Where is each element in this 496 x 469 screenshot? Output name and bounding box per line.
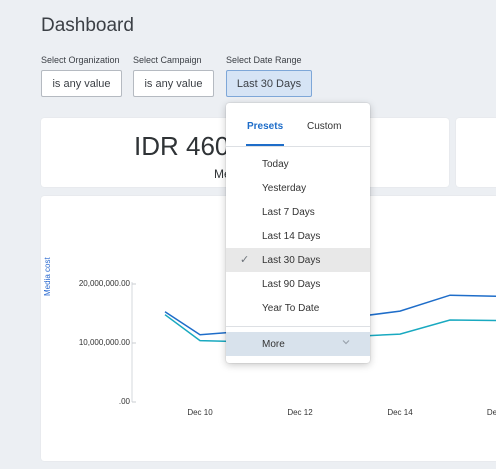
preset-last-7-days[interactable]: Last 7 Days: [262, 206, 315, 218]
x-tick-label: De: [486, 408, 496, 417]
preset-yesterday[interactable]: Yesterday: [262, 182, 307, 194]
more-presets-button[interactable]: More: [226, 332, 370, 356]
kpi-value: IDR 460,: [134, 131, 237, 161]
tab-custom[interactable]: Custom: [307, 121, 342, 132]
tab-presets[interactable]: Presets: [247, 121, 284, 132]
kpi-card-secondary: [456, 118, 496, 187]
preset-last-14-days[interactable]: Last 14 Days: [262, 230, 321, 242]
preset-today[interactable]: Today: [262, 158, 289, 170]
x-tick-label: Dec 12: [287, 408, 313, 417]
filter-label-campaign: Select Campaign: [133, 55, 202, 65]
y-tick-label: 20,000,000.00: [78, 279, 130, 288]
preset-year-to-date[interactable]: Year To Date: [262, 302, 320, 314]
date-range-tabs: Presets Custom: [226, 103, 370, 147]
preset-label: Last 30 Days: [262, 254, 321, 266]
filter-label-date-range: Select Date Range: [226, 55, 302, 65]
page-title: Dashboard: [41, 15, 134, 36]
preset-last-30-days[interactable]: ✓ Last 30 Days: [226, 248, 370, 272]
active-tab-indicator: [246, 144, 284, 146]
y-tick-label: 10,000,000.00: [78, 338, 130, 347]
more-label: More: [262, 338, 285, 350]
chevron-down-icon: [342, 340, 350, 345]
y-tick-label: .00: [118, 397, 130, 406]
date-range-dropdown: Presets Custom Today Yesterday Last 7 Da…: [226, 103, 370, 363]
filter-organization: Select Organization: [41, 55, 120, 65]
campaign-select-button[interactable]: is any value: [133, 70, 214, 97]
menu-divider: [226, 326, 370, 327]
filter-label-organization: Select Organization: [41, 55, 120, 65]
x-tick-label: Dec 14: [387, 408, 413, 417]
x-tick-label: Dec 10: [187, 408, 213, 417]
filter-campaign: Select Campaign: [133, 55, 202, 65]
preset-last-90-days[interactable]: Last 90 Days: [262, 278, 321, 290]
filter-date-range: Select Date Range: [226, 55, 302, 65]
date-range-select-button[interactable]: Last 30 Days: [226, 70, 312, 97]
organization-select-button[interactable]: is any value: [41, 70, 122, 97]
checkmark-icon: ✓: [240, 254, 250, 266]
